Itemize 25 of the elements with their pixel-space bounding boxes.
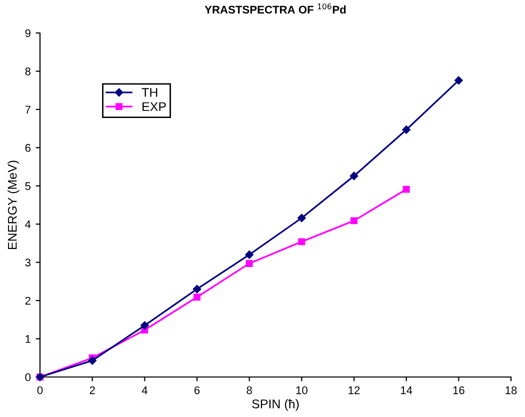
x-tick-label: 18 bbox=[506, 386, 517, 394]
y-tick-label: 1 bbox=[26, 335, 30, 343]
y-tick-label: 0 bbox=[25, 373, 31, 382]
y-tick-label: 3 bbox=[25, 258, 30, 266]
x-tick-label: 10 bbox=[296, 386, 308, 394]
x-tick-label: 12 bbox=[348, 386, 360, 394]
y-tick-label: 4 bbox=[25, 220, 31, 228]
y-tick-label: 6 bbox=[25, 144, 30, 152]
x-tick-label: 4 bbox=[142, 386, 148, 394]
legend-label: EXP bbox=[142, 102, 166, 111]
chart-title: YRASTSPECTRA OF $^{106}$Pd bbox=[204, 3, 346, 14]
x-tick-label: 8 bbox=[246, 386, 252, 394]
x-tick-label: 6 bbox=[194, 386, 200, 394]
legend-label: TH bbox=[142, 88, 158, 97]
y-tick-label: 8 bbox=[25, 67, 30, 76]
y-tick-label: 5 bbox=[25, 182, 31, 190]
x-tick-label: 0 bbox=[37, 386, 43, 394]
x-axis-title: SPIN (ħ) bbox=[252, 399, 299, 411]
x-tick-label: 2 bbox=[90, 386, 95, 394]
y-tick-label: 9 bbox=[25, 29, 30, 38]
y-tick-label: 2 bbox=[25, 296, 30, 305]
x-tick-label: 14 bbox=[401, 386, 412, 394]
y-tick-label: 7 bbox=[25, 106, 30, 114]
x-tick-label: 16 bbox=[453, 386, 464, 394]
y-axis-title: ENERGY (MeV) bbox=[8, 160, 20, 250]
